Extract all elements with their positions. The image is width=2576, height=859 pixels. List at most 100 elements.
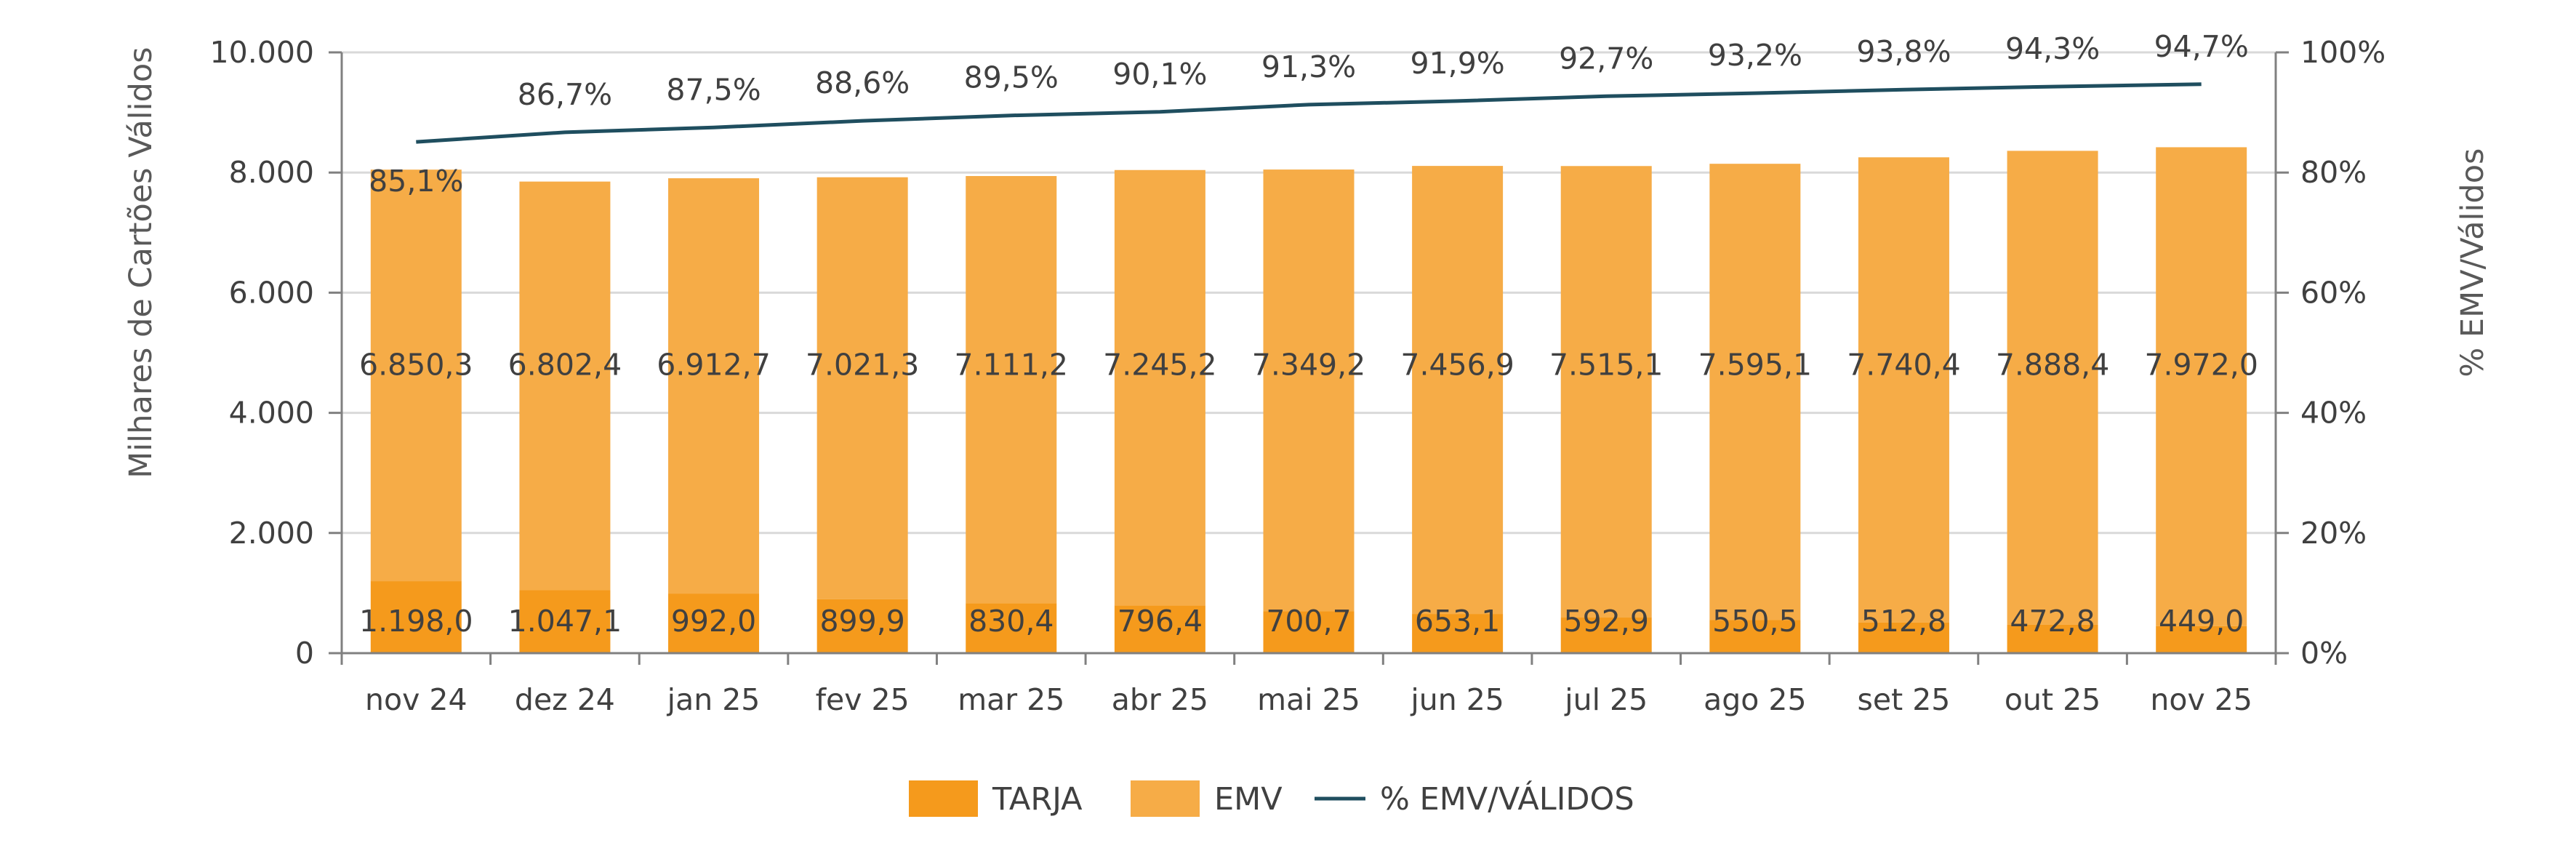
x-tick-label: set 25 bbox=[1858, 682, 1951, 717]
bar-tarja bbox=[2007, 624, 2098, 653]
data-label-percent: 91,9% bbox=[1410, 46, 1504, 81]
y-left-tick-label: 8.000 bbox=[229, 155, 314, 190]
data-label-tarja: 796,4 bbox=[1118, 604, 1203, 639]
x-tick-label: mar 25 bbox=[958, 682, 1064, 717]
data-label-percent: 88,6% bbox=[815, 65, 910, 100]
y-right-tick-label: 20% bbox=[2300, 516, 2367, 551]
data-label-tarja: 472,8 bbox=[2010, 604, 2095, 639]
bar-emv bbox=[668, 178, 760, 594]
data-label-emv: 7.972,0 bbox=[2144, 348, 2258, 383]
bar-tarja bbox=[668, 594, 760, 653]
data-label-emv: 7.111,2 bbox=[955, 348, 1069, 383]
axes: 0 2.000 4.000 6.000 8.000 10.000 Milhares de C… bbox=[123, 35, 2491, 717]
x-tick-label: jul 25 bbox=[1564, 682, 1648, 717]
data-label-emv: 6.850,3 bbox=[359, 348, 473, 383]
bar-emv bbox=[1263, 169, 1355, 612]
x-tick-label: jun 25 bbox=[1410, 682, 1504, 717]
bar-tarja bbox=[1114, 605, 1205, 653]
data-label-emv: 7.456,9 bbox=[1400, 348, 1514, 383]
data-label-tarja: 653,1 bbox=[1415, 604, 1500, 639]
bar-emv bbox=[1412, 166, 1504, 615]
x-tick-label: nov 25 bbox=[2150, 682, 2252, 717]
data-label-emv: 7.595,1 bbox=[1698, 348, 1813, 383]
data-label-tarja: 899,9 bbox=[819, 604, 904, 639]
y-right-tick-label: 0% bbox=[2300, 636, 2348, 671]
y-right-tick-label: 60% bbox=[2300, 275, 2367, 310]
bar-emv bbox=[1858, 157, 1949, 623]
bar-tarja bbox=[1412, 614, 1504, 653]
legend-tarja: TARJA bbox=[909, 780, 1083, 818]
data-label-percent: 85,1% bbox=[369, 164, 463, 199]
y-left-tick-label: 2.000 bbox=[229, 516, 314, 551]
y-right-tick-label: 80% bbox=[2300, 155, 2367, 190]
data-label-percent: 91,3% bbox=[1261, 49, 1356, 84]
bar-tarja bbox=[816, 599, 908, 653]
bar-emv bbox=[2156, 147, 2247, 626]
data-label-percent: 92,7% bbox=[1559, 41, 1653, 76]
x-tick-label: mai 25 bbox=[1257, 682, 1360, 717]
data-label-emv: 7.888,4 bbox=[1996, 348, 2110, 383]
x-tick-label: nov 24 bbox=[365, 682, 468, 717]
data-label-emv: 6.912,7 bbox=[657, 348, 771, 383]
x-tick-label: jan 25 bbox=[667, 682, 761, 717]
data-label-tarja: 449,0 bbox=[2159, 604, 2244, 639]
data-label-tarja: 1.047,1 bbox=[508, 604, 622, 639]
legend-tarja-label: TARJA bbox=[992, 781, 1083, 818]
bar-emv bbox=[1560, 166, 1652, 618]
data-label-tarja: 592,9 bbox=[1564, 604, 1649, 639]
x-tick-label: dez 24 bbox=[515, 682, 615, 717]
data-label-emv: 7.740,4 bbox=[1847, 348, 1961, 383]
bar-emv bbox=[966, 176, 1057, 604]
data-label-percent: 94,7% bbox=[2154, 29, 2249, 64]
bar-tarja bbox=[2156, 626, 2247, 653]
data-label-tarja: 830,4 bbox=[968, 604, 1054, 639]
legend-emv-label: EMV bbox=[1214, 781, 1283, 818]
data-label-percent: 94,3% bbox=[2005, 31, 2100, 66]
data-label-tarja: 1.198,0 bbox=[359, 604, 473, 639]
x-tick-label: fev 25 bbox=[816, 682, 910, 717]
bar-emv bbox=[1114, 169, 1205, 606]
data-label-percent: 87,5% bbox=[666, 72, 761, 107]
legend-percent: % EMV/VÁLIDOS bbox=[1315, 780, 1634, 818]
y-right-tick-label: 40% bbox=[2300, 396, 2367, 431]
legend-emv: EMV bbox=[1131, 780, 1283, 818]
bar-tarja bbox=[1560, 618, 1652, 653]
bar-emv bbox=[1709, 164, 1801, 620]
x-tick-label: out 25 bbox=[2005, 682, 2100, 717]
legend: TARJA EMV % EMV/VÁLIDOS bbox=[909, 780, 1634, 818]
y-left-axis-title: Milhares de Cartões Válidos bbox=[123, 47, 159, 478]
legend-emv-swatch bbox=[1131, 780, 1200, 817]
bar-tarja bbox=[519, 590, 611, 653]
bar-tarja bbox=[966, 603, 1057, 653]
legend-percent-label: % EMV/VÁLIDOS bbox=[1380, 780, 1634, 818]
data-label-tarja: 512,8 bbox=[1861, 604, 1946, 639]
y-left-tick-label: 4.000 bbox=[229, 396, 314, 431]
x-tick-label: abr 25 bbox=[1112, 682, 1208, 717]
data-label-percent: 89,5% bbox=[964, 60, 1059, 95]
legend-tarja-swatch bbox=[909, 780, 978, 817]
data-labels: 1.198,0 6.850,3 1.047,1 6.802,4 992,0 6.912,7… bbox=[359, 29, 2258, 639]
y-right-axis-title: % EMV/Válidos bbox=[2455, 148, 2491, 377]
bar-tarja bbox=[1709, 620, 1801, 653]
data-label-emv: 7.349,2 bbox=[1252, 348, 1366, 383]
bar-emv bbox=[519, 181, 611, 591]
bar-emv bbox=[816, 177, 908, 599]
data-label-tarja: 550,5 bbox=[1712, 604, 1797, 639]
y-left-tick-label: 6.000 bbox=[229, 275, 314, 310]
bar-tarja bbox=[1858, 622, 1949, 653]
percent-line bbox=[416, 82, 2202, 144]
data-label-tarja: 700,7 bbox=[1266, 604, 1351, 639]
bar-emv bbox=[370, 169, 462, 582]
data-label-emv: 7.021,3 bbox=[806, 348, 920, 383]
data-label-emv: 6.802,4 bbox=[508, 348, 622, 383]
bar-tarja bbox=[1263, 611, 1355, 653]
data-label-emv: 7.515,1 bbox=[1549, 348, 1664, 383]
data-label-percent: 93,8% bbox=[1856, 34, 1951, 69]
y-right-tick-label: 100% bbox=[2300, 35, 2386, 70]
data-label-percent: 86,7% bbox=[518, 77, 612, 112]
data-label-percent: 93,2% bbox=[1708, 38, 1802, 73]
data-label-emv: 7.245,2 bbox=[1103, 348, 1217, 383]
bars bbox=[370, 147, 2247, 653]
